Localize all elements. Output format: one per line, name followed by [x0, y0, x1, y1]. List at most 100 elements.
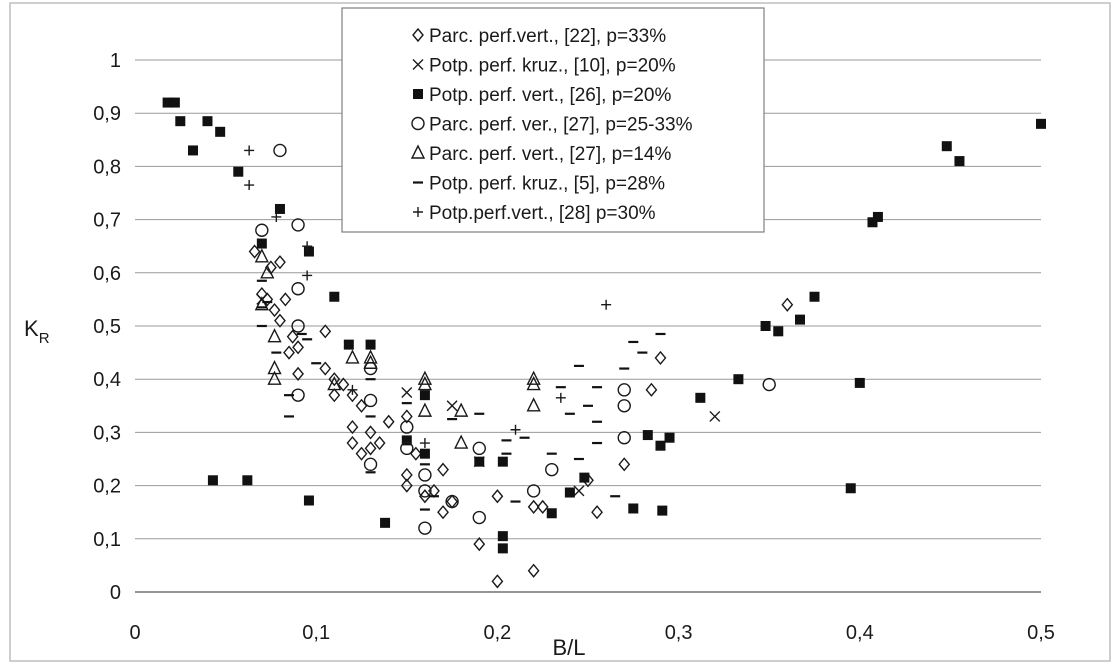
data-point-square-filled [854, 377, 865, 388]
data-point-triangle-open [454, 434, 469, 449]
data-point-circle-open [273, 143, 287, 158]
data-point-square-filled [941, 141, 952, 152]
data-point-square-filled [202, 116, 213, 127]
data-point-plus [271, 211, 282, 222]
data-point-square-filled [401, 435, 412, 446]
data-point-square-filled [365, 339, 376, 350]
data-point-triangle-open [417, 370, 433, 385]
data-point-diamond-open [274, 313, 286, 328]
data-point-triangle-open [267, 328, 282, 343]
data-point-diamond-open [419, 489, 431, 504]
data-point-diamond-open [328, 388, 341, 403]
data-point-square-filled [497, 456, 508, 467]
data-point-square-filled [303, 246, 314, 257]
legend-marker-x [412, 59, 424, 70]
y-tick-label: 0,6 [93, 263, 121, 285]
data-point-square-filled [655, 440, 666, 451]
data-point-diamond-open [645, 382, 658, 397]
data-point-diamond-open [400, 409, 413, 424]
data-point-plus [244, 145, 255, 156]
data-point-circle-open [617, 383, 631, 397]
legend-marker-plus [413, 207, 423, 217]
data-point-square-filled [162, 97, 173, 108]
data-point-square-filled [215, 126, 226, 137]
legend-label: Potp. perf. kruz., [10], p=20% [429, 56, 676, 77]
legend-label: Parc. perf. ver., [27], p=25-33% [429, 115, 693, 136]
data-point-square-filled [579, 472, 590, 483]
axes: 0 0,1 0,2 0,3 0,4 0,5 0,6 0,7 0,8 0,9 1 0 0,1 0,2 0,3 0… [93, 50, 1055, 644]
data-point-diamond-open [373, 435, 386, 451]
data-point-triangle-open [254, 296, 269, 311]
y-axis-title: KR [24, 316, 50, 347]
data-point-square-filled [564, 487, 575, 498]
legend-label: Potp.perf.vert., [28] p=30% [429, 203, 656, 224]
y-tick-label: 0,3 [93, 422, 121, 444]
data-point-square-filled [329, 291, 340, 302]
data-point-square-filled [642, 430, 653, 441]
data-point-plus [419, 438, 430, 449]
data-point-diamond-open [346, 419, 359, 435]
data-point-diamond-open [382, 414, 395, 429]
data-point-diamond-open [292, 366, 304, 381]
data-point-x [709, 410, 721, 422]
data-point-circle-open [291, 282, 305, 296]
data-point-square-filled [628, 503, 639, 514]
y-tick-label: 1 [110, 50, 121, 72]
data-point-square-filled [497, 531, 508, 542]
data-point-square-filled [169, 97, 180, 108]
data-point-square-filled [695, 392, 706, 403]
data-point-diamond-open [527, 563, 540, 578]
legend: Parc. perf.vert., [22], p=33% Potp. perf.… [341, 7, 765, 233]
data-point-diamond-open [437, 462, 449, 477]
data-point-square-filled [845, 483, 856, 494]
data-point-triangle-open [417, 375, 433, 391]
data-point-diamond-open [319, 324, 332, 339]
data-point-plus [510, 424, 521, 435]
data-point-triangle-open [417, 402, 433, 417]
data-point-diamond-open [491, 489, 504, 504]
data-point-circle-open [545, 462, 559, 477]
data-point-triangle-open [267, 370, 282, 385]
data-point-triangle-open [260, 264, 275, 279]
legend-label: Parc. perf. vert., [27], p=14% [429, 144, 671, 165]
data-point-square-filled [175, 116, 186, 127]
data-point-plus [601, 299, 612, 310]
data-point-diamond-open [319, 361, 332, 376]
y-tick-label: 0,5 [93, 316, 121, 338]
legend-marker-diamond-open [412, 27, 424, 43]
data-point-square-filled [867, 217, 878, 228]
data-point-square-filled [546, 508, 557, 519]
legend-marker-square-filled [413, 89, 423, 99]
data-point-x [573, 485, 585, 497]
data-point-circle-open [617, 431, 631, 445]
data-point-square-filled [733, 374, 744, 385]
y-tick-label: 0,7 [93, 210, 121, 232]
data-point-square-filled [795, 314, 806, 325]
data-point-diamond-open [355, 446, 368, 461]
data-point-diamond-open [473, 537, 486, 552]
data-point-circle-open [472, 510, 486, 525]
y-tick-label: 0,1 [93, 529, 121, 551]
data-point-circle-open [363, 393, 378, 408]
data-point-triangle-open [363, 349, 378, 364]
data-point-circle-open [617, 399, 631, 413]
y-tick-label: 0,2 [93, 476, 121, 498]
data-point-diamond-open [536, 499, 549, 514]
data-point-square-filled [760, 321, 771, 331]
data-point-diamond-open [654, 350, 667, 366]
data-point-diamond-open [283, 345, 295, 360]
data-point-square-filled [474, 456, 485, 467]
y-tick-label: 0,9 [93, 103, 121, 125]
data-point-square-filled [274, 203, 285, 214]
data-point-square-filled [657, 505, 668, 516]
data-point-diamond-open [400, 467, 413, 483]
y-tick-label: 0 [110, 582, 121, 604]
data-point-diamond-open [400, 478, 413, 493]
x-tick-label: 0,4 [846, 622, 874, 644]
data-point-diamond-open [491, 574, 504, 589]
data-point-circle-open [400, 420, 414, 434]
data-point-circle-open [255, 223, 269, 237]
data-point-square-filled [256, 238, 267, 249]
y-axis-title-main: K [24, 316, 39, 341]
data-point-x [446, 400, 458, 412]
